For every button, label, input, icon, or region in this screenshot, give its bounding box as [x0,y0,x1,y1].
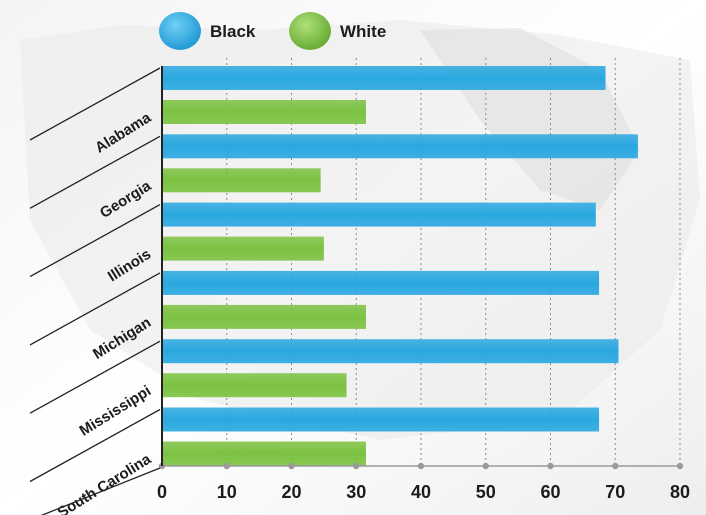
x-tick-label: 80 [670,482,690,502]
category-separator [29,135,161,209]
category-separator [29,340,161,414]
legend-label-white: White [340,22,386,41]
bar-black [162,339,619,364]
bar-black [162,66,606,90]
bar-white [162,100,366,124]
bar-white [162,441,366,466]
legend-label-black: Black [210,22,256,41]
category-separator [29,204,161,278]
x-tick-label: 70 [605,482,625,502]
x-tick-label: 30 [346,482,366,502]
bar-white [162,304,366,329]
bar-black [162,407,600,432]
x-tick-label: 40 [411,482,431,502]
category-separator [40,467,161,515]
x-tick-label: 50 [476,482,496,502]
category-separator [29,408,161,483]
bar-white [162,373,347,398]
legend-swatch-white [289,12,331,50]
x-tick-label: 10 [217,482,237,502]
bar-black [162,202,596,227]
legend-swatch-black [159,12,201,50]
bar-black [162,134,638,159]
x-tick-label: 60 [540,482,560,502]
category-separator [29,272,161,346]
x-tick-label: 0 [157,482,167,502]
x-tick-label: 20 [281,482,301,502]
bar-white [162,168,321,193]
bar-white [162,236,324,261]
bar-black [162,270,600,295]
category-separator [29,67,161,141]
